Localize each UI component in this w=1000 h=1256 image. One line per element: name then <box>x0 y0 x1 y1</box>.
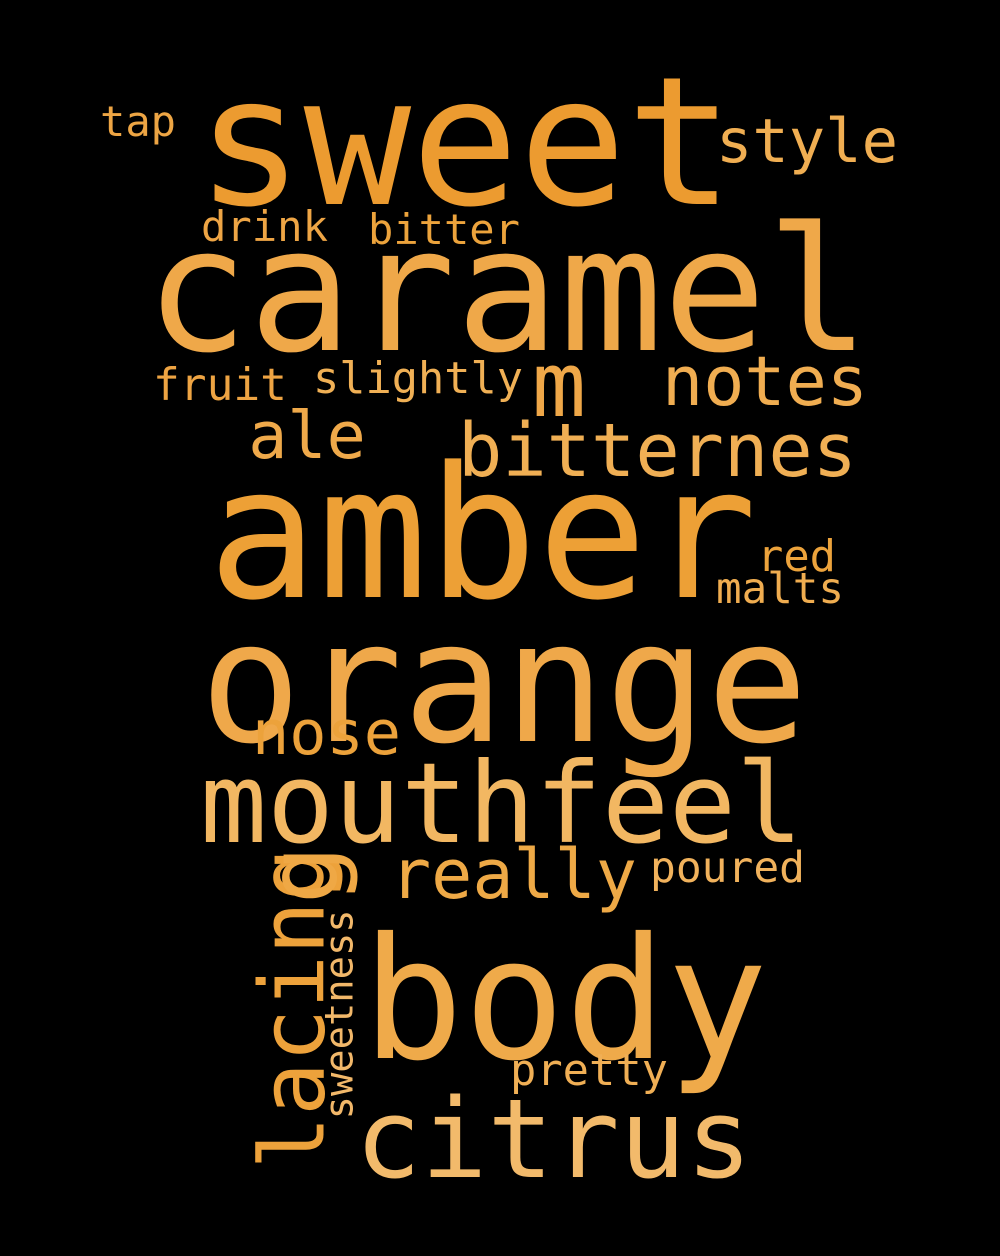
word-g: g <box>245 845 360 905</box>
word-citrus: citrus <box>355 1075 752 1204</box>
word-pretty: pretty <box>510 1045 668 1097</box>
word-tap: tap <box>100 96 176 146</box>
word-notes: notes <box>662 341 868 422</box>
word-sweet: sweet <box>195 39 735 248</box>
word-caramel: caramel <box>145 189 870 391</box>
word-really: really <box>390 835 637 915</box>
word-mouthfeel: mouthfeel <box>200 739 803 869</box>
word-slightly: slightly <box>313 354 523 405</box>
word-style: style <box>716 107 898 178</box>
word-bitternes: bitternes <box>458 409 857 495</box>
word-amber: amber <box>207 428 758 641</box>
word-ale: ale <box>248 398 366 474</box>
word-orange: orange <box>200 585 808 782</box>
word-malts: malts <box>716 564 844 614</box>
word-fruit: fruit <box>153 359 287 411</box>
word-nose: nose <box>252 697 401 770</box>
word-red: red <box>757 530 836 582</box>
word-body: body <box>362 901 768 1098</box>
word-drink: drink <box>201 202 328 252</box>
word-sweetness: sweetness <box>317 909 363 1119</box>
word-poured: poured <box>650 843 805 894</box>
word-bitter: bitter <box>368 204 520 254</box>
word-m: m <box>531 333 587 438</box>
